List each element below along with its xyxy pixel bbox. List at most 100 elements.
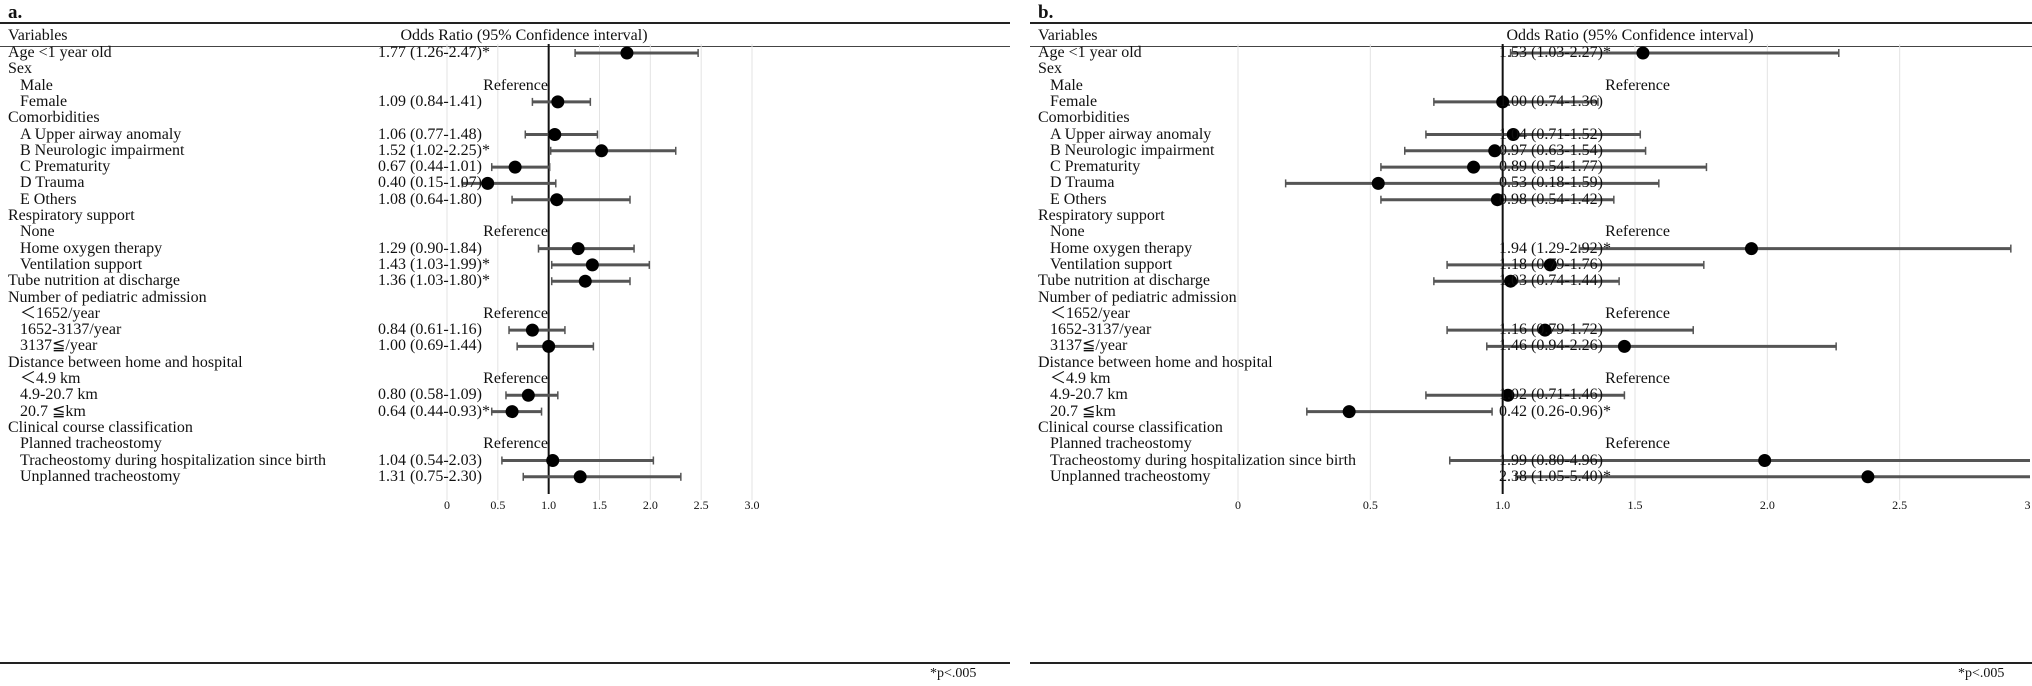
row-label: C Prematurity	[20, 158, 111, 176]
row-odds-ratio-ci: 1.52 (1.02-2.25)*	[378, 141, 490, 159]
header-rule	[1030, 46, 2032, 47]
odds-ratio-point	[1744, 242, 1758, 256]
row-label: 4.9-20.7 km	[1050, 386, 1128, 404]
row-odds-ratio-ci: 1.29 (0.90-1.84)	[378, 239, 482, 257]
row-label: Male	[20, 76, 53, 94]
top-rule	[0, 22, 1010, 24]
row-label: 3137≦/year	[20, 337, 98, 355]
x-tick-label: 0	[1235, 498, 1241, 512]
row-label: None	[20, 223, 55, 241]
row-label: A Upper airway anomaly	[1050, 125, 1212, 143]
row-label: Tracheostomy during hospitalization sinc…	[1050, 451, 1357, 469]
row-odds-ratio-ci: 0.98 (0.54-1.42)	[1499, 190, 1603, 208]
row-odds-ratio-ci: 1.09 (0.84-1.41)	[378, 92, 482, 110]
row-label: Planned tracheostomy	[1050, 435, 1192, 453]
footnote-pvalue: *p<.005	[930, 666, 977, 681]
row-label: Number of pediatric admission	[1038, 288, 1237, 306]
row-odds-ratio-ci: 1.06 (0.77-1.48)	[378, 125, 482, 143]
odds-ratio-point	[571, 242, 585, 256]
row-label: A Upper airway anomaly	[20, 125, 182, 143]
row-reference: Reference	[483, 435, 548, 453]
row-label: Home oxygen therapy	[1050, 239, 1193, 257]
row-label: Ventilation support	[20, 255, 143, 273]
odds-ratio-point	[481, 176, 495, 190]
row-reference: Reference	[483, 304, 548, 322]
row-label: Age <1 year old	[1038, 44, 1142, 61]
odds-ratio-point	[1488, 144, 1502, 158]
odds-ratio-point	[1496, 95, 1510, 109]
row-label: Distance between home and hospital	[8, 353, 243, 371]
top-rule	[1030, 22, 2032, 24]
row-reference: Reference	[1605, 370, 1670, 387]
row-odds-ratio-ci: 0.84 (0.61-1.16)	[378, 321, 482, 339]
row-odds-ratio-ci: 0.64 (0.44-0.93)*	[378, 402, 490, 420]
row-label: Number of pediatric admission	[8, 288, 207, 306]
row-reference: Reference	[483, 223, 548, 241]
row-label: Distance between home and hospital	[1038, 353, 1273, 371]
row-odds-ratio-ci: 0.80 (0.58-1.09)	[378, 386, 482, 404]
row-odds-ratio-ci: 0.40 (0.15-1.07)	[378, 174, 482, 192]
row-reference: Reference	[1605, 435, 1670, 453]
row-label: Clinical course classification	[8, 418, 193, 436]
x-tick-label: 1.5	[1628, 498, 1643, 512]
row-odds-ratio-ci: 1.31 (0.75-2.30)	[378, 467, 482, 485]
row-label: ＜1652/year	[20, 304, 100, 322]
row-label: Sex	[1038, 60, 1062, 78]
row-odds-ratio-ci: 1.99 (0.80-4.96)	[1499, 451, 1603, 469]
row-label: Unplanned tracheostomy	[20, 467, 181, 485]
row-label: Comorbidities	[8, 109, 100, 127]
odds-ratio-point	[546, 454, 560, 467]
row-label: Ventilation support	[1050, 255, 1173, 273]
odds-ratio-point	[1636, 46, 1650, 60]
row-label: B Neurologic impairment	[1050, 141, 1215, 159]
row-reference: Reference	[483, 76, 548, 94]
row-odds-ratio-ci: 1.94 (1.29-2.92)*	[1499, 239, 1611, 257]
odds-ratio-point	[1538, 323, 1552, 337]
row-reference: Reference	[1605, 304, 1670, 322]
row-label: Tube nutrition at discharge	[1038, 272, 1210, 290]
row-odds-ratio-ci: 2.38 (1.05-5.40)*	[1499, 467, 1611, 485]
odds-ratio-point	[1617, 339, 1631, 353]
header-rule	[0, 46, 1010, 47]
odds-ratio-point	[1543, 258, 1557, 272]
odds-ratio-point	[1861, 470, 1875, 484]
row-odds-ratio-ci: 1.16 (0.79-1.72)	[1499, 321, 1603, 339]
row-label: Unplanned tracheostomy	[1050, 467, 1211, 485]
x-tick-label: 2.5	[694, 498, 709, 512]
row-label: None	[1050, 223, 1085, 241]
x-tick-label: 1.0	[1495, 498, 1510, 512]
row-label: D Trauma	[20, 174, 85, 192]
row-odds-ratio-ci: 1.04 (0.54-2.03)	[378, 451, 482, 469]
row-label: 4.9-20.7 km	[20, 386, 98, 404]
forest-plot-area: 0 0.5 1.0 1.5 2.0 2.5 3.0	[444, 44, 760, 512]
odds-ratio-point	[1506, 128, 1520, 141]
row-label: Female	[20, 92, 68, 110]
row-odds-ratio-ci: 1.03 (0.74-1.44)	[1499, 272, 1603, 290]
footnote-pvalue: *p<.005	[1958, 666, 2005, 681]
row-odds-ratio-ci: 1.53 (1.03-2.27)*	[1499, 44, 1611, 61]
row-odds-ratio-ci: 0.53 (0.18-1.59)	[1499, 174, 1603, 192]
bottom-rule	[0, 662, 1010, 664]
row-label: Tracheostomy during hospitalization sinc…	[20, 451, 327, 469]
header-variables: Variables	[8, 27, 68, 44]
odds-ratio-point	[1467, 160, 1481, 174]
odds-ratio-point	[525, 323, 539, 337]
odds-ratio-point	[550, 193, 564, 207]
x-tick-label: 0	[444, 498, 450, 512]
row-label: E Others	[20, 190, 77, 208]
odds-ratio-point	[505, 405, 519, 419]
header-variables: Variables	[1038, 27, 1098, 44]
x-tick-label: 3.0	[2025, 498, 2031, 512]
row-odds-ratio-ci: 1.02 (0.71-1.46)	[1499, 386, 1603, 404]
odds-ratio-point	[1501, 388, 1515, 402]
row-odds-ratio-ci: 1.00 (0.74-1.36)	[1499, 92, 1603, 110]
row-label: 3137≦/year	[1050, 337, 1128, 355]
row-label: Sex	[8, 60, 32, 78]
row-reference: Reference	[1605, 76, 1670, 94]
odds-ratio-point	[548, 128, 562, 141]
odds-ratio-point	[1504, 274, 1518, 288]
row-odds-ratio-ci: 0.42 (0.26-0.96)*	[1499, 402, 1611, 420]
row-reference: Reference	[1605, 223, 1670, 241]
odds-ratio-point	[585, 258, 599, 272]
x-tick-label: 1.0	[541, 498, 556, 512]
